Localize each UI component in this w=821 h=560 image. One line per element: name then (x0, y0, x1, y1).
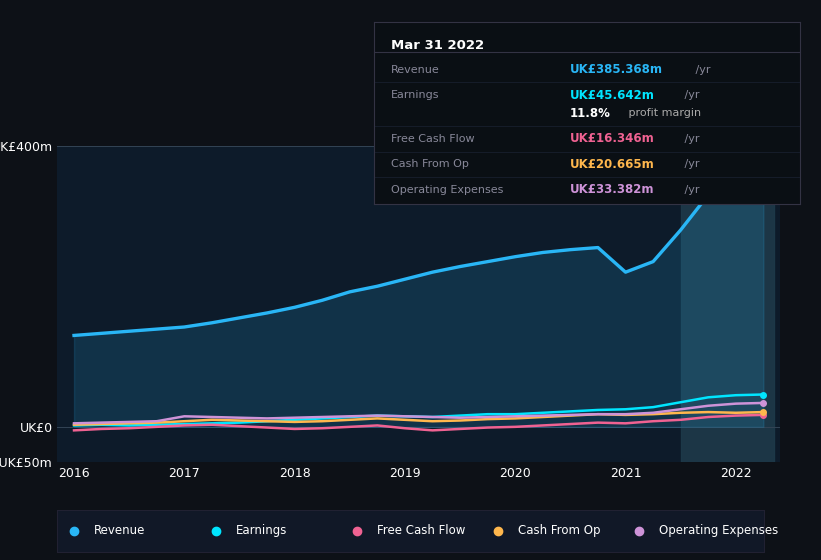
Text: Cash From Op: Cash From Op (518, 524, 600, 537)
Text: profit margin: profit margin (626, 109, 702, 118)
Text: UK£16.346m: UK£16.346m (570, 132, 654, 146)
Text: UK£385.368m: UK£385.368m (570, 63, 663, 76)
Text: /yr: /yr (681, 90, 699, 100)
Text: UK£20.665m: UK£20.665m (570, 158, 654, 171)
Text: Cash From Op: Cash From Op (391, 160, 469, 169)
Text: UK£33.382m: UK£33.382m (570, 183, 654, 197)
Text: 11.8%: 11.8% (570, 107, 611, 120)
Text: /yr: /yr (681, 134, 699, 144)
Text: Mar 31 2022: Mar 31 2022 (391, 39, 484, 52)
Text: /yr: /yr (681, 160, 699, 169)
Text: UK£45.642m: UK£45.642m (570, 88, 655, 102)
Text: Free Cash Flow: Free Cash Flow (377, 524, 465, 537)
Text: /yr: /yr (681, 185, 699, 195)
Text: Earnings: Earnings (391, 90, 439, 100)
Text: Operating Expenses: Operating Expenses (659, 524, 778, 537)
Text: Earnings: Earnings (236, 524, 287, 537)
Text: Operating Expenses: Operating Expenses (391, 185, 503, 195)
Bar (681, 146, 774, 462)
Text: Revenue: Revenue (94, 524, 145, 537)
Text: Free Cash Flow: Free Cash Flow (391, 134, 475, 144)
Text: /yr: /yr (692, 65, 710, 74)
Text: Revenue: Revenue (391, 65, 439, 74)
